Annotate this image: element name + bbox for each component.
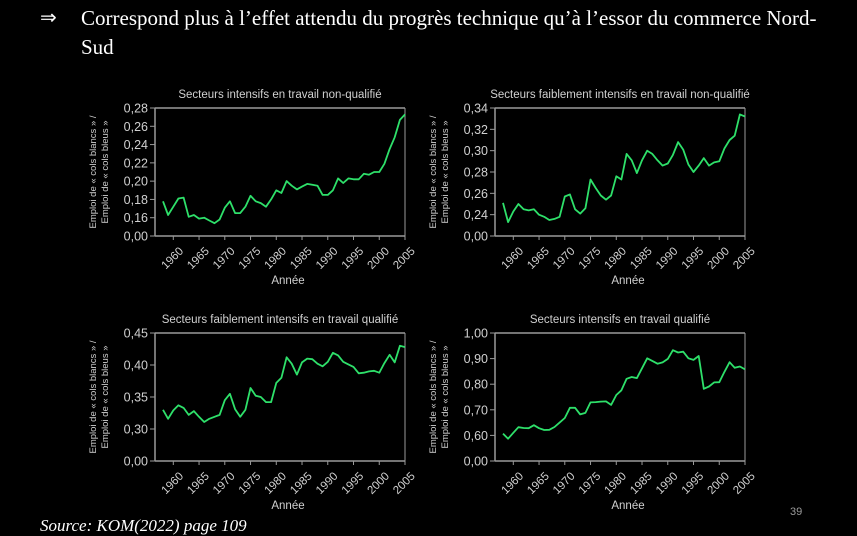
x-tick-label: 1995 — [680, 245, 707, 272]
y-tick-label: 0,24 — [464, 208, 488, 222]
x-tick-label: 1985 — [288, 470, 315, 497]
x-tick-label: 1980 — [603, 245, 630, 272]
x-tick-label: 2000 — [705, 245, 732, 272]
source-citation: Source: KOM(2022) page 109 — [40, 516, 247, 535]
x-tick-label: 1980 — [603, 470, 630, 497]
x-tick-label: 1970 — [551, 470, 578, 497]
y-tick-label: 0,45 — [124, 327, 148, 341]
chart-title: Secteurs faiblement intensifs en travail… — [162, 314, 399, 326]
x-tick-label: 1975 — [237, 470, 264, 497]
x-tick-label: 1975 — [577, 245, 604, 272]
y-tick-label: 0,28 — [464, 166, 488, 180]
x-tick-label: 1995 — [680, 470, 707, 497]
x-tick-label: 2000 — [705, 470, 732, 497]
chart-title: Secteurs intensifs en travail non-qualif… — [178, 89, 381, 101]
chart-title: Secteurs faiblement intensifs en travail… — [490, 89, 750, 101]
y-tick-label: 0,16 — [124, 211, 148, 225]
y-axis-label: Emploi de « cols bleus » — [440, 121, 451, 224]
x-tick-label: 2005 — [731, 245, 758, 272]
x-tick-label: 1960 — [500, 470, 527, 497]
y-tick-label: 0,90 — [464, 352, 488, 366]
y-tick-label: 0,20 — [124, 175, 148, 189]
y-tick-label: 0,18 — [124, 193, 148, 207]
x-tick-label: 1970 — [551, 245, 578, 272]
y-axis-label: Emploi de « cols blancs » / — [428, 115, 439, 228]
x-tick-label: 1990 — [654, 245, 681, 272]
chart-svg: Secteurs intensifs en travail qualifié 0,… — [428, 314, 758, 512]
y-tick-label: 0,30 — [124, 423, 148, 437]
y-tick-label: 0,26 — [464, 187, 488, 201]
y-tick-label: 1,00 — [464, 327, 488, 341]
data-series-line — [162, 113, 406, 225]
y-tick-label: 0,26 — [124, 120, 148, 134]
headline-text: Correspond plus à l’effet attendu du pro… — [81, 6, 817, 59]
chart-low-unskilled-intensive: Secteurs faiblement intensifs en travail… — [420, 80, 760, 290]
chart-unskilled-intensive: Secteurs intensifs en travail non-qualif… — [80, 80, 420, 290]
x-tick-label: 1960 — [160, 470, 187, 497]
x-tick-label: 1985 — [628, 245, 655, 272]
x-tick-label: 2000 — [365, 245, 392, 272]
x-tick-label: 1990 — [654, 470, 681, 497]
y-tick-label: 0,35 — [124, 391, 148, 405]
x-tick-label: 1965 — [185, 245, 212, 272]
x-tick-label: 1985 — [628, 470, 655, 497]
implies-arrow-icon: ⇒ — [40, 7, 57, 29]
chart-svg: Secteurs faiblement intensifs en travail… — [88, 314, 418, 512]
y-tick-label: 0,34 — [464, 102, 488, 116]
y-axis-label: Emploi de « cols bleus » — [440, 346, 451, 449]
x-tick-label: 1975 — [237, 245, 264, 272]
y-tick-label: 0,32 — [464, 123, 488, 137]
x-tick-label: 1980 — [263, 245, 290, 272]
x-tick-label: 2005 — [391, 245, 418, 272]
y-axis-label: Emploi de « cols blancs » / — [88, 340, 99, 453]
x-axis-label: Année — [271, 275, 304, 287]
y-tick-label: 0,28 — [124, 102, 148, 116]
chart-title: Secteurs intensifs en travail qualifié — [530, 314, 710, 326]
x-tick-label: 1990 — [314, 470, 341, 497]
x-tick-label: 1975 — [577, 470, 604, 497]
data-series-line — [502, 349, 746, 440]
y-axis-label: Emploi de « cols bleus » — [100, 121, 111, 224]
x-tick-label: 1965 — [525, 245, 552, 272]
y-tick-label: 0,00 — [124, 230, 148, 244]
x-tick-label: 2000 — [365, 470, 392, 497]
x-axis-label: Année — [271, 500, 304, 512]
y-tick-label: 0,00 — [124, 455, 148, 469]
x-axis-label: Année — [611, 500, 644, 512]
y-axis-label: Emploi de « cols blancs » / — [428, 340, 439, 453]
x-tick-label: 1995 — [340, 245, 367, 272]
x-tick-label: 2005 — [391, 470, 418, 497]
y-tick-label: 0,22 — [124, 156, 148, 170]
chart-svg: Secteurs intensifs en travail non-qualif… — [88, 89, 418, 287]
x-tick-label: 1970 — [211, 245, 238, 272]
data-series-line — [162, 344, 406, 423]
y-tick-label: 0,40 — [124, 359, 148, 373]
y-axis-label: Emploi de « cols bleus » — [100, 346, 111, 449]
x-tick-label: 2005 — [731, 470, 758, 497]
chart-svg: Secteurs faiblement intensifs en travail… — [428, 89, 758, 287]
y-tick-label: 0,00 — [464, 455, 488, 469]
x-tick-label: 1960 — [160, 245, 187, 272]
x-axis-label: Année — [611, 275, 644, 287]
y-axis-label: Emploi de « cols blancs » / — [88, 115, 99, 228]
y-tick-label: 0,30 — [464, 144, 488, 158]
y-tick-label: 0,00 — [464, 230, 488, 244]
y-tick-label: 0,24 — [124, 138, 148, 152]
x-tick-label: 1990 — [314, 245, 341, 272]
x-tick-label: 1980 — [263, 470, 290, 497]
x-tick-label: 1970 — [211, 470, 238, 497]
x-tick-label: 1995 — [340, 470, 367, 497]
chart-skilled-intensive: Secteurs intensifs en travail qualifié 0,… — [420, 305, 760, 515]
data-series-line — [502, 113, 746, 224]
x-tick-label: 1965 — [185, 470, 212, 497]
y-tick-label: 0,80 — [464, 378, 488, 392]
x-tick-label: 1965 — [525, 470, 552, 497]
page-number: 39 — [790, 506, 803, 518]
x-tick-label: 1960 — [500, 245, 527, 272]
y-tick-label: 0,60 — [464, 429, 488, 443]
x-tick-label: 1985 — [288, 245, 315, 272]
y-tick-label: 0,70 — [464, 403, 488, 417]
chart-low-skilled-intensive: Secteurs faiblement intensifs en travail… — [80, 305, 420, 515]
